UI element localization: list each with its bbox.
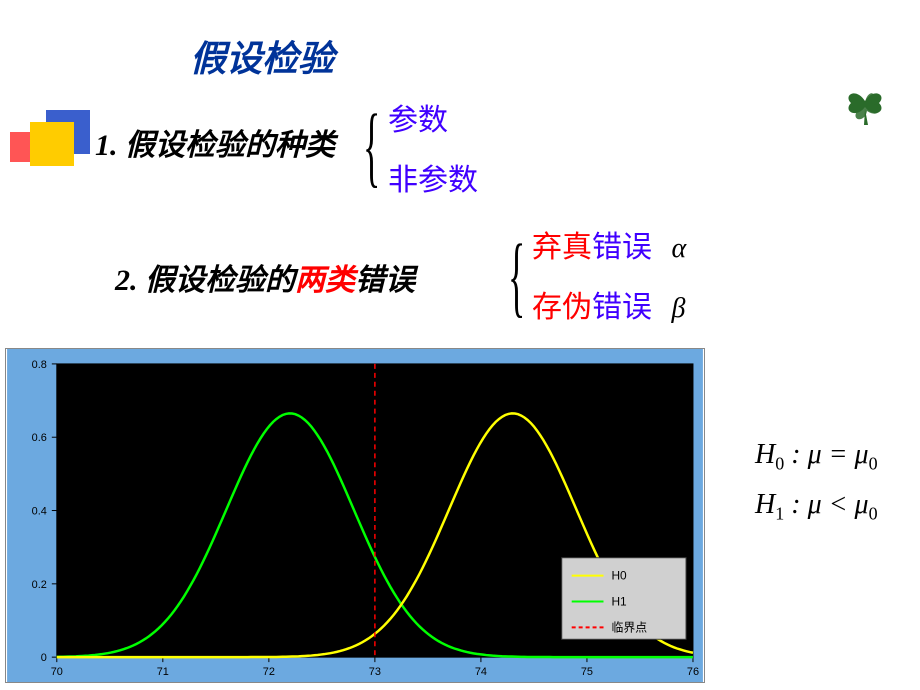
- item-1-option-2: 非参数: [388, 155, 478, 199]
- bullet-squares-icon: [10, 110, 90, 190]
- err1-greek: α: [672, 233, 687, 265]
- item-1: 1. 假设检验的种类: [95, 120, 335, 164]
- svg-text:76: 76: [687, 666, 699, 678]
- item-2-after: 错误: [355, 264, 415, 297]
- hypothesis-chart: 70 71 72 73 74 75 76 0 0.2 0.4 0.6 0.8 H0 H1 临界点: [5, 348, 705, 683]
- item-2-before: 假设检验的: [145, 264, 295, 297]
- formula-h1: H1 : μ < μ0: [755, 480, 878, 530]
- item-2: 2. 假设检验的两类错误: [115, 255, 415, 299]
- item-1-prefix: 1.: [95, 129, 118, 162]
- svg-text:71: 71: [157, 666, 169, 678]
- svg-text:0: 0: [41, 652, 47, 664]
- svg-text:74: 74: [475, 666, 487, 678]
- err1-red: 弃真: [532, 231, 592, 264]
- formula-h0: H0 : μ = μ0: [755, 430, 878, 480]
- item-2-prefix: 2.: [115, 264, 138, 297]
- svg-text:临界点: 临界点: [611, 620, 647, 634]
- brace-1-icon: {: [363, 95, 380, 198]
- error-type-2: 存伪错误 β: [532, 282, 685, 326]
- svg-text:H1: H1: [611, 594, 627, 608]
- svg-text:H0: H0: [611, 569, 627, 583]
- svg-text:0.8: 0.8: [32, 359, 47, 371]
- item-1-text: 假设检验的种类: [125, 129, 335, 162]
- err2-blue: 错误: [592, 291, 652, 324]
- svg-text:0.6: 0.6: [32, 432, 47, 444]
- error-type-1: 弃真错误 α: [532, 222, 686, 266]
- item-2-highlight: 两类: [295, 264, 355, 297]
- svg-text:72: 72: [263, 666, 275, 678]
- hypothesis-formulas: H0 : μ = μ0 H1 : μ < μ0: [755, 430, 878, 531]
- item-1-option-1: 参数: [388, 95, 448, 139]
- err1-blue: 错误: [592, 231, 652, 264]
- err2-greek: β: [672, 293, 686, 325]
- svg-text:75: 75: [581, 666, 593, 678]
- svg-text:73: 73: [369, 666, 381, 678]
- clover-icon: [840, 80, 890, 130]
- brace-2-icon: {: [508, 225, 525, 328]
- svg-text:70: 70: [51, 666, 63, 678]
- slide-title: 假设检验: [190, 30, 334, 82]
- err2-red: 存伪: [532, 291, 592, 324]
- svg-text:0.4: 0.4: [32, 506, 47, 518]
- svg-text:0.2: 0.2: [32, 579, 47, 591]
